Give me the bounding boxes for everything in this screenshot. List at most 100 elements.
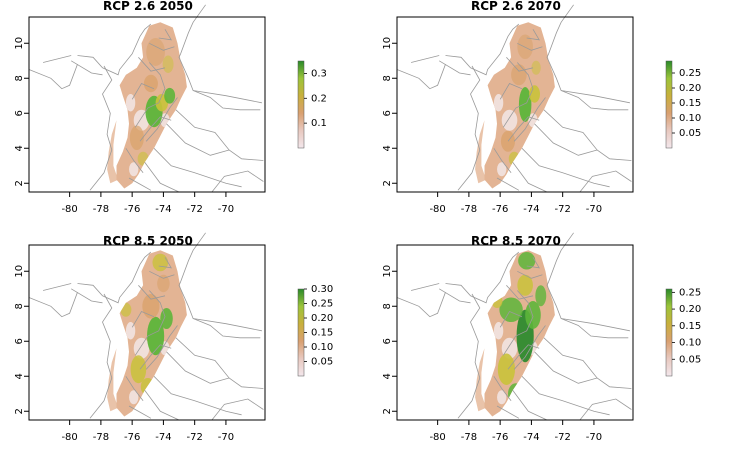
map-layer	[475, 250, 555, 417]
border-line	[70, 288, 103, 304]
low-suitability-patch	[501, 337, 518, 359]
border-line	[457, 293, 481, 419]
suitability-hotspot	[160, 308, 173, 329]
suitability-hotspots	[500, 34, 541, 166]
y-tick-label: 10	[14, 265, 25, 278]
x-tick-label: -80	[429, 432, 445, 443]
y-tick-label: 10	[382, 265, 393, 278]
y-axis: 2 4 6 8 10	[382, 37, 397, 186]
legend-tick-label: 0.30	[311, 284, 333, 295]
border-line	[493, 376, 512, 402]
panel-title: RCP 8.5 2070	[471, 234, 561, 248]
x-tick-label: -76	[492, 204, 508, 215]
map-plot: -80 -78 -76 -74 -72 -70 2 4 6 8 10 0.30 0.25 0.20 0.15…	[14, 232, 333, 443]
y-tick-label: 8	[14, 75, 25, 81]
x-tick-label: -76	[492, 432, 508, 443]
suitability-hotspot	[140, 378, 155, 396]
suitability-hotspot	[157, 274, 170, 293]
x-tick-label: -72	[186, 432, 202, 443]
legend-tick-label: 0.2	[311, 93, 327, 104]
suitability-hotspot	[518, 252, 536, 270]
x-tick-label: -76	[124, 432, 140, 443]
border-line	[506, 57, 534, 72]
x-tick-label: -70	[586, 432, 602, 443]
border-line	[89, 293, 113, 419]
border-line	[499, 310, 523, 328]
low-suitability-patch	[133, 337, 150, 359]
suitability-hotspot	[152, 253, 169, 272]
border-line	[138, 57, 166, 72]
suitability-hotspot	[531, 60, 541, 75]
border-line	[178, 4, 262, 104]
border-line	[543, 337, 632, 389]
border-line	[145, 325, 178, 370]
border-line	[534, 351, 598, 384]
suitability-hotspot	[491, 294, 503, 308]
legend-tick-label: 0.3	[311, 68, 327, 79]
map-panel-rcp85-2070: RCP 8.5 2070 -80 -78 -76 -74 -72 -70 2 4 6 8 10 0.2…	[368, 228, 736, 456]
legend-gradient-bar	[665, 288, 673, 377]
suitability-coastal-area	[475, 120, 487, 184]
border-line	[411, 55, 440, 63]
legend-tick-label: 0.20	[311, 313, 333, 324]
y-tick-label: 4	[14, 373, 25, 379]
suitability-hotspot	[497, 353, 515, 385]
x-axis: -80 -78 -76 -74 -72 -70	[61, 192, 234, 215]
y-tick-label: 6	[14, 338, 25, 344]
suitability-hotspot	[162, 55, 174, 73]
suitability-hotspot	[518, 87, 532, 122]
border-line	[445, 251, 520, 304]
border-line	[211, 170, 264, 193]
x-axis: -80 -78 -76 -74 -72 -70	[429, 420, 602, 443]
border-line	[125, 148, 144, 174]
y-tick-label: 10	[14, 37, 25, 50]
low-suitability-patch	[497, 162, 507, 177]
border-line	[153, 376, 242, 416]
border-line	[517, 270, 543, 279]
border-line	[138, 285, 166, 300]
x-tick-label: -76	[124, 204, 140, 215]
x-tick-label: -78	[461, 432, 477, 443]
legend-tick-label: 0.1	[311, 118, 327, 129]
suitability-hotspot	[130, 355, 147, 384]
y-tick-label: 6	[382, 110, 393, 116]
y-tick-label: 2	[14, 180, 25, 186]
plot-frame	[396, 244, 634, 421]
suitability-hotspot	[508, 151, 520, 166]
x-tick-label: -70	[218, 432, 234, 443]
border-line	[496, 177, 520, 191]
border-line	[139, 344, 172, 370]
x-axis: -80 -78 -76 -74 -72 -70	[429, 192, 602, 215]
y-tick-label: 4	[382, 145, 393, 151]
admin-borders	[396, 232, 632, 421]
y-axis: 2 4 6 8 10	[382, 265, 397, 414]
border-line	[158, 29, 172, 41]
suitability-hotspot	[529, 85, 540, 103]
border-line	[89, 65, 113, 191]
border-line	[125, 376, 144, 402]
x-tick-label: -70	[218, 204, 234, 215]
border-line	[128, 405, 152, 419]
border-line	[144, 390, 180, 421]
border-line	[149, 42, 175, 51]
map-plot: -80 -78 -76 -74 -72 -70 2 4 6 8 10 0.25 0.20 0.15 0.10…	[382, 232, 701, 443]
suitability-hotspot	[507, 383, 524, 405]
suitability-hotspot	[129, 125, 144, 150]
legend-tick-label: 0.05	[679, 128, 701, 139]
border-line	[579, 170, 632, 193]
x-tick-label: -74	[523, 432, 539, 443]
legend-tick-label: 0.15	[311, 328, 333, 339]
legend-tick-label: 0.05	[679, 354, 701, 365]
border-line	[579, 398, 632, 421]
border-line	[131, 310, 155, 328]
border-line	[493, 148, 512, 174]
border-line	[178, 232, 262, 332]
legend-colorbar: 0.30 0.25 0.20 0.15 0.10 0.05	[297, 284, 333, 377]
border-line	[131, 82, 155, 100]
suitability-hotspot	[499, 297, 523, 322]
y-tick-label: 2	[382, 180, 393, 186]
y-tick-label: 6	[14, 110, 25, 116]
suitability-hotspot	[120, 302, 132, 317]
x-tick-label: -74	[155, 204, 171, 215]
x-tick-label: -78	[461, 204, 477, 215]
